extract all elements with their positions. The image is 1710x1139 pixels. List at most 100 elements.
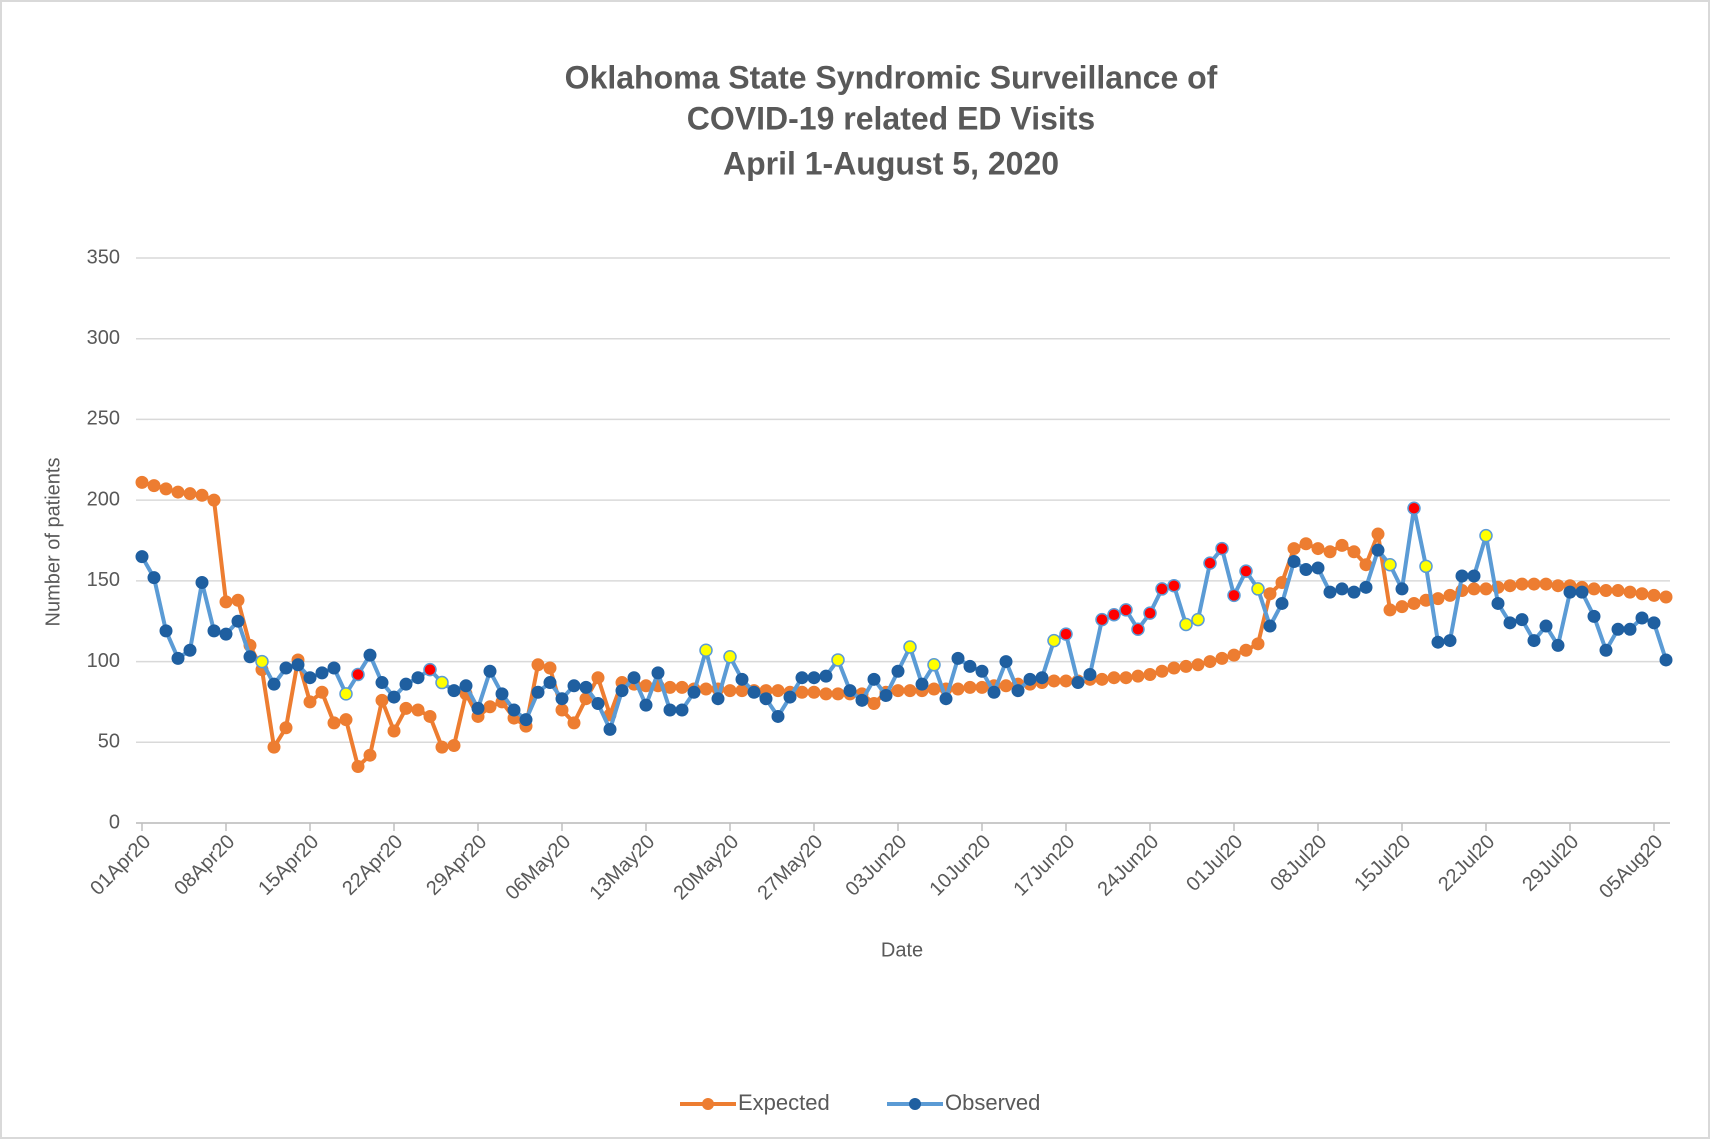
data-point bbox=[159, 624, 173, 638]
y-tick-label: 0 bbox=[109, 811, 120, 833]
data-point bbox=[771, 709, 785, 723]
data-point bbox=[387, 690, 401, 704]
data-point bbox=[363, 748, 377, 762]
data-point bbox=[687, 685, 701, 699]
data-point bbox=[1587, 582, 1601, 596]
data-point bbox=[315, 685, 329, 699]
data-point bbox=[1431, 635, 1445, 649]
data-point bbox=[1239, 643, 1253, 657]
legend-label: Expected bbox=[738, 1090, 830, 1115]
data-point bbox=[567, 716, 581, 730]
data-point bbox=[1539, 619, 1553, 633]
data-point bbox=[555, 692, 569, 706]
data-point bbox=[1527, 634, 1541, 648]
data-point bbox=[1299, 563, 1313, 577]
data-point bbox=[1659, 653, 1673, 667]
data-point bbox=[1095, 612, 1109, 627]
data-point bbox=[159, 482, 173, 496]
data-point bbox=[231, 593, 245, 607]
y-axis-title: Number of patients bbox=[42, 458, 64, 627]
data-point bbox=[1323, 585, 1337, 599]
data-point bbox=[207, 624, 221, 638]
data-point bbox=[1611, 622, 1625, 636]
data-point bbox=[435, 740, 449, 754]
data-point bbox=[1155, 664, 1169, 678]
data-point bbox=[543, 676, 557, 690]
data-point bbox=[1275, 596, 1289, 610]
data-point bbox=[1251, 582, 1265, 596]
data-point bbox=[963, 659, 977, 673]
data-point bbox=[951, 651, 965, 665]
data-point bbox=[1503, 579, 1517, 593]
data-point bbox=[1335, 582, 1349, 596]
data-point bbox=[1443, 588, 1457, 602]
data-point bbox=[363, 648, 377, 662]
data-point bbox=[819, 687, 833, 701]
data-point bbox=[207, 493, 221, 507]
data-point bbox=[1167, 578, 1181, 593]
data-point bbox=[423, 709, 437, 723]
data-point bbox=[1335, 538, 1349, 552]
data-point bbox=[1191, 658, 1205, 672]
data-point bbox=[663, 703, 677, 717]
data-point bbox=[147, 479, 161, 493]
data-point bbox=[1635, 611, 1649, 625]
data-point bbox=[531, 658, 545, 672]
data-point bbox=[699, 682, 713, 696]
data-point bbox=[1167, 661, 1181, 675]
data-point bbox=[1443, 634, 1457, 648]
y-tick-label: 50 bbox=[98, 731, 120, 753]
data-point bbox=[219, 595, 233, 609]
x-axis-title: Date bbox=[881, 939, 923, 961]
data-point bbox=[447, 684, 461, 698]
data-point bbox=[135, 550, 149, 564]
legend-marker bbox=[909, 1098, 921, 1110]
data-point bbox=[591, 671, 605, 685]
data-point bbox=[1575, 585, 1589, 599]
data-point bbox=[915, 677, 929, 691]
data-point bbox=[675, 703, 689, 717]
data-point bbox=[1395, 582, 1409, 596]
data-point bbox=[1215, 651, 1229, 665]
data-point bbox=[1539, 577, 1553, 591]
data-point bbox=[963, 680, 977, 694]
data-point bbox=[411, 703, 425, 717]
data-point bbox=[1515, 613, 1529, 627]
data-point bbox=[507, 703, 521, 717]
data-point bbox=[1119, 671, 1133, 685]
data-point bbox=[543, 661, 557, 675]
data-point bbox=[735, 672, 749, 686]
data-point bbox=[1407, 501, 1421, 515]
data-point bbox=[195, 575, 209, 589]
data-point bbox=[651, 666, 665, 680]
data-point bbox=[639, 698, 653, 712]
data-point bbox=[1071, 676, 1085, 690]
data-point bbox=[975, 680, 989, 694]
data-point bbox=[339, 713, 353, 727]
data-point bbox=[675, 680, 689, 694]
data-point bbox=[591, 697, 605, 711]
data-point bbox=[1203, 655, 1217, 669]
data-point bbox=[1359, 580, 1373, 594]
data-point bbox=[1143, 667, 1157, 681]
data-point bbox=[351, 760, 365, 773]
data-point bbox=[519, 713, 533, 727]
data-point bbox=[1311, 561, 1325, 575]
data-point bbox=[1515, 577, 1529, 591]
data-point bbox=[339, 687, 353, 701]
data-point bbox=[1383, 557, 1397, 572]
data-point bbox=[1215, 541, 1229, 556]
data-point bbox=[1551, 579, 1565, 593]
data-point bbox=[1047, 633, 1061, 648]
data-point bbox=[1203, 556, 1217, 570]
data-point bbox=[891, 664, 905, 678]
data-point bbox=[1155, 582, 1169, 596]
data-point bbox=[135, 475, 149, 489]
data-point bbox=[327, 661, 341, 675]
data-point bbox=[1263, 619, 1277, 633]
data-point bbox=[1107, 671, 1121, 685]
data-point bbox=[1059, 674, 1073, 688]
data-point bbox=[387, 724, 401, 738]
data-point bbox=[987, 685, 1001, 699]
